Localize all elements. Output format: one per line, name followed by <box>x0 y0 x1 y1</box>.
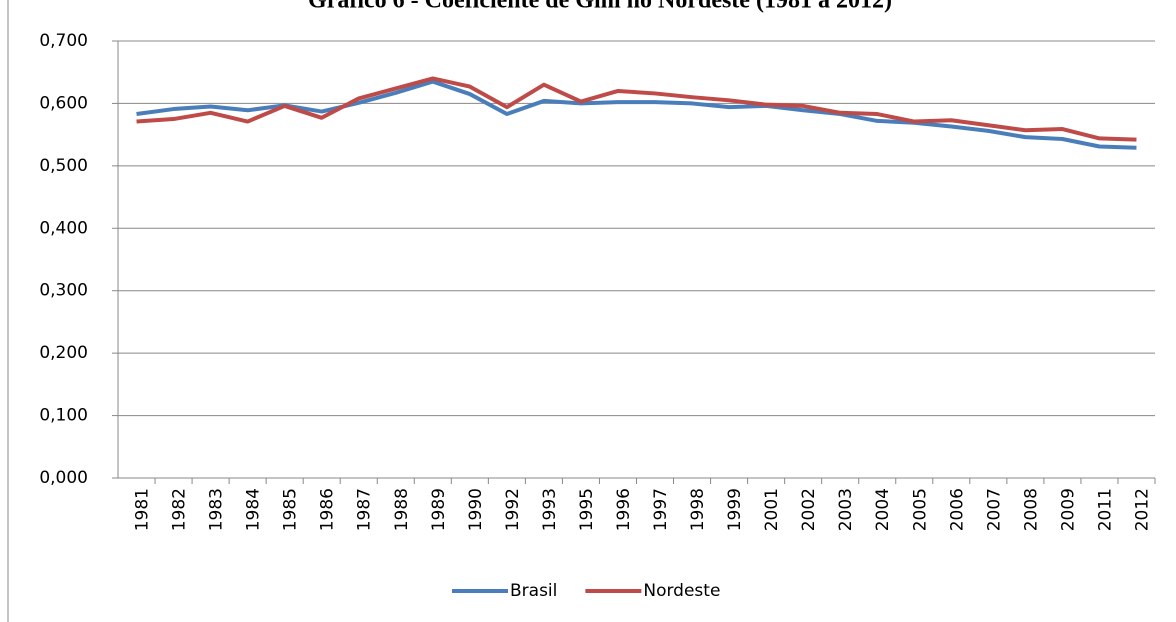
x-tick-label: 2011 <box>1095 488 1115 531</box>
legend-label: Brasil <box>510 581 557 601</box>
x-tick-label: 1997 <box>651 488 671 531</box>
y-tick-label: 0,300 <box>39 281 88 301</box>
x-tick-label: 1999 <box>725 488 745 531</box>
x-tick-label: 2001 <box>762 488 782 531</box>
y-tick-label: 0,400 <box>39 218 88 238</box>
x-tick-label: 1983 <box>207 488 227 531</box>
x-tick-label: 2007 <box>984 488 1004 531</box>
x-tick-label: 2009 <box>1058 488 1078 531</box>
legend-label: Nordeste <box>643 581 720 601</box>
x-tick-label: 2003 <box>836 488 856 531</box>
x-tick-label: 1986 <box>318 488 338 531</box>
x-tick-label: 2008 <box>1021 488 1041 531</box>
series-line <box>136 79 1137 150</box>
x-tick-label: 1985 <box>281 488 301 531</box>
x-tick-label: 1989 <box>429 488 449 531</box>
chart-title: Gráfico 6 - Coeficiente de Gini no Norde… <box>308 0 892 14</box>
y-tick-label: 0,500 <box>39 156 88 176</box>
x-tick-label: 1998 <box>688 488 708 531</box>
x-tick-label: 2012 <box>1132 488 1152 531</box>
y-tick-label: 0,700 <box>39 31 88 51</box>
x-tick-label: 2006 <box>947 488 967 531</box>
series-line <box>136 76 1137 142</box>
y-tick-label: 0,100 <box>39 406 88 426</box>
y-tick-label: 0,600 <box>39 93 88 113</box>
x-tick-label: 1982 <box>170 488 190 531</box>
x-tick-label: 2005 <box>910 488 930 531</box>
x-tick-label: 1990 <box>466 488 486 531</box>
x-tick-label: 1981 <box>133 488 153 531</box>
y-tick-label: 0,000 <box>39 468 88 488</box>
x-tick-label: 1992 <box>503 488 523 531</box>
x-tick-label: 1988 <box>392 488 412 531</box>
x-tick-label: 2002 <box>799 488 819 531</box>
y-tick-label: 0,200 <box>39 343 88 363</box>
x-tick-label: 1993 <box>540 488 560 531</box>
x-tick-label: 1987 <box>355 488 375 531</box>
x-tick-label: 2004 <box>873 488 893 531</box>
x-tick-label: 1996 <box>614 488 634 531</box>
x-tick-label: 1984 <box>244 488 264 531</box>
x-tick-label: 1995 <box>577 488 597 531</box>
